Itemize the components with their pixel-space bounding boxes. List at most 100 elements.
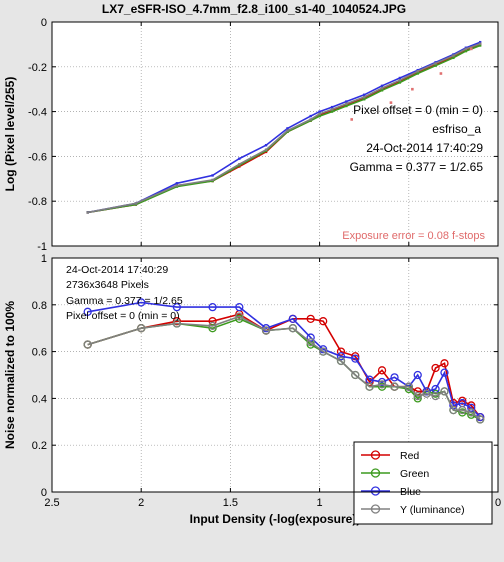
data-point-red — [440, 359, 449, 368]
data-point-green — [380, 89, 384, 92]
data-point-green — [452, 56, 455, 60]
data-point-y-luminance — [137, 324, 146, 333]
plot-background — [52, 22, 498, 246]
data-point-blue — [467, 403, 476, 412]
data-point-y-luminance — [464, 47, 468, 51]
data-point-green — [434, 64, 437, 67]
data-point-green — [413, 394, 422, 403]
y-tick-label: -0.4 — [28, 107, 47, 119]
data-point-green — [363, 98, 366, 101]
outlier-point — [350, 118, 354, 121]
y-axis-label: Noise normalized to 100% — [3, 301, 17, 449]
data-point-blue — [390, 373, 399, 382]
data-point-y-luminance — [288, 324, 297, 333]
data-point-blue — [288, 314, 297, 323]
data-point-y-luminance — [208, 321, 217, 331]
data-point-blue — [330, 105, 334, 109]
data-point-y-luminance — [416, 70, 419, 73]
data-point-y-luminance — [261, 326, 271, 335]
annotation-text: 2736x3648 Pixels — [66, 279, 149, 291]
data-point-y-luminance — [286, 129, 289, 132]
top-plot-panel: -1 -0.8 -0.6 -0.4 -0.2 0 Log (Pixel level/255)… — [3, 17, 499, 253]
data-point-y-luminance — [175, 184, 179, 187]
y-tick-label: 0 — [41, 17, 47, 29]
data-point-blue — [380, 84, 384, 88]
outlier-point — [411, 87, 414, 91]
y-tick-label: 0.6 — [32, 347, 47, 359]
data-point-red — [306, 314, 315, 323]
plot-frame — [51, 21, 499, 247]
data-point-y-luminance — [345, 102, 348, 105]
x-tick-label: 1 — [317, 497, 323, 509]
legend-marker-y-luminance — [370, 504, 381, 514]
figure-title: LX7_eSFR-ISO_4.7mm_f2.8_i100_s1-40_10405… — [102, 2, 406, 16]
data-point-y-luminance — [351, 370, 360, 380]
data-point-y-luminance — [134, 202, 138, 205]
data-point-y-luminance — [235, 312, 244, 321]
data-point-y-luminance — [86, 211, 89, 214]
data-point-green — [345, 104, 348, 108]
outlier-point — [439, 72, 443, 75]
data-point-blue — [363, 93, 366, 96]
data-point-red — [377, 366, 387, 375]
annotation-text: Pixel offset = 0 (min = 0) — [66, 310, 180, 322]
data-point-y-luminance — [330, 108, 334, 111]
data-point-y-luminance — [467, 408, 476, 417]
data-point-y-luminance — [319, 347, 328, 356]
data-point-y-luminance — [363, 95, 366, 99]
data-point-blue — [398, 76, 402, 80]
data-point-blue — [208, 302, 217, 312]
x-axis-label: Input Density (-log(exposure)) — [190, 512, 361, 526]
data-point-y-luminance — [434, 62, 437, 65]
data-point-y-luminance — [440, 387, 449, 396]
data-point-blue — [211, 174, 214, 177]
x-tick-label: 2 — [138, 497, 144, 509]
data-point-y-luminance — [398, 79, 402, 82]
y-tick-label: 0 — [41, 487, 47, 499]
data-point-y-luminance — [476, 415, 485, 424]
data-point-red — [319, 317, 328, 326]
data-point-y-luminance — [422, 389, 431, 398]
data-point-blue — [440, 368, 449, 377]
annotation-text: Gamma = 0.377 = 1/2.65 — [66, 295, 183, 307]
x-tick-label: 1.5 — [223, 497, 238, 509]
data-point-y-luminance — [365, 382, 374, 391]
data-point-y-luminance — [431, 391, 440, 401]
data-point-green — [377, 382, 387, 391]
plot-frame — [51, 257, 499, 493]
outlier-point — [469, 47, 473, 51]
legend-label-green: Green — [400, 468, 429, 480]
annotation-text: Pixel offset = 0 (min = 0) — [353, 103, 483, 117]
data-point-blue — [306, 333, 315, 342]
data-point-blue — [264, 144, 268, 147]
data-point-y-luminance — [309, 118, 312, 121]
legend-label-y-luminance: Y (luminance) — [400, 504, 465, 516]
y-tick-label: -0.2 — [28, 62, 47, 74]
data-point-blue — [137, 298, 146, 307]
data-point-blue — [422, 387, 431, 396]
data-point-y-luminance — [172, 319, 182, 328]
data-point-green — [458, 408, 467, 417]
data-point-red — [336, 347, 346, 356]
data-point-y-luminance — [449, 405, 458, 415]
data-point-red — [458, 396, 467, 405]
data-point-red — [172, 317, 182, 326]
legend-label-red: Red — [400, 450, 419, 462]
y-tick-label: 1 — [41, 253, 47, 265]
data-point-blue — [351, 354, 360, 363]
data-point-blue — [175, 182, 179, 185]
y-tick-label: 0.4 — [32, 393, 47, 405]
legend-marker-red — [370, 450, 381, 460]
data-point-y-luminance — [238, 163, 241, 166]
data-point-y-luminance — [390, 382, 399, 391]
data-point-green — [416, 72, 419, 75]
annotation-text: Gamma = 0.377 = 1/2.65 — [350, 160, 484, 174]
data-point-green — [318, 114, 321, 118]
data-point-y-luminance — [211, 178, 214, 182]
legend-marker-blue — [370, 486, 381, 496]
data-point-blue — [413, 370, 422, 380]
data-point-green — [330, 110, 334, 113]
exposure-error-text: Exposure error = 0.08 f-stops — [342, 230, 485, 242]
data-point-y-luminance — [380, 86, 384, 90]
